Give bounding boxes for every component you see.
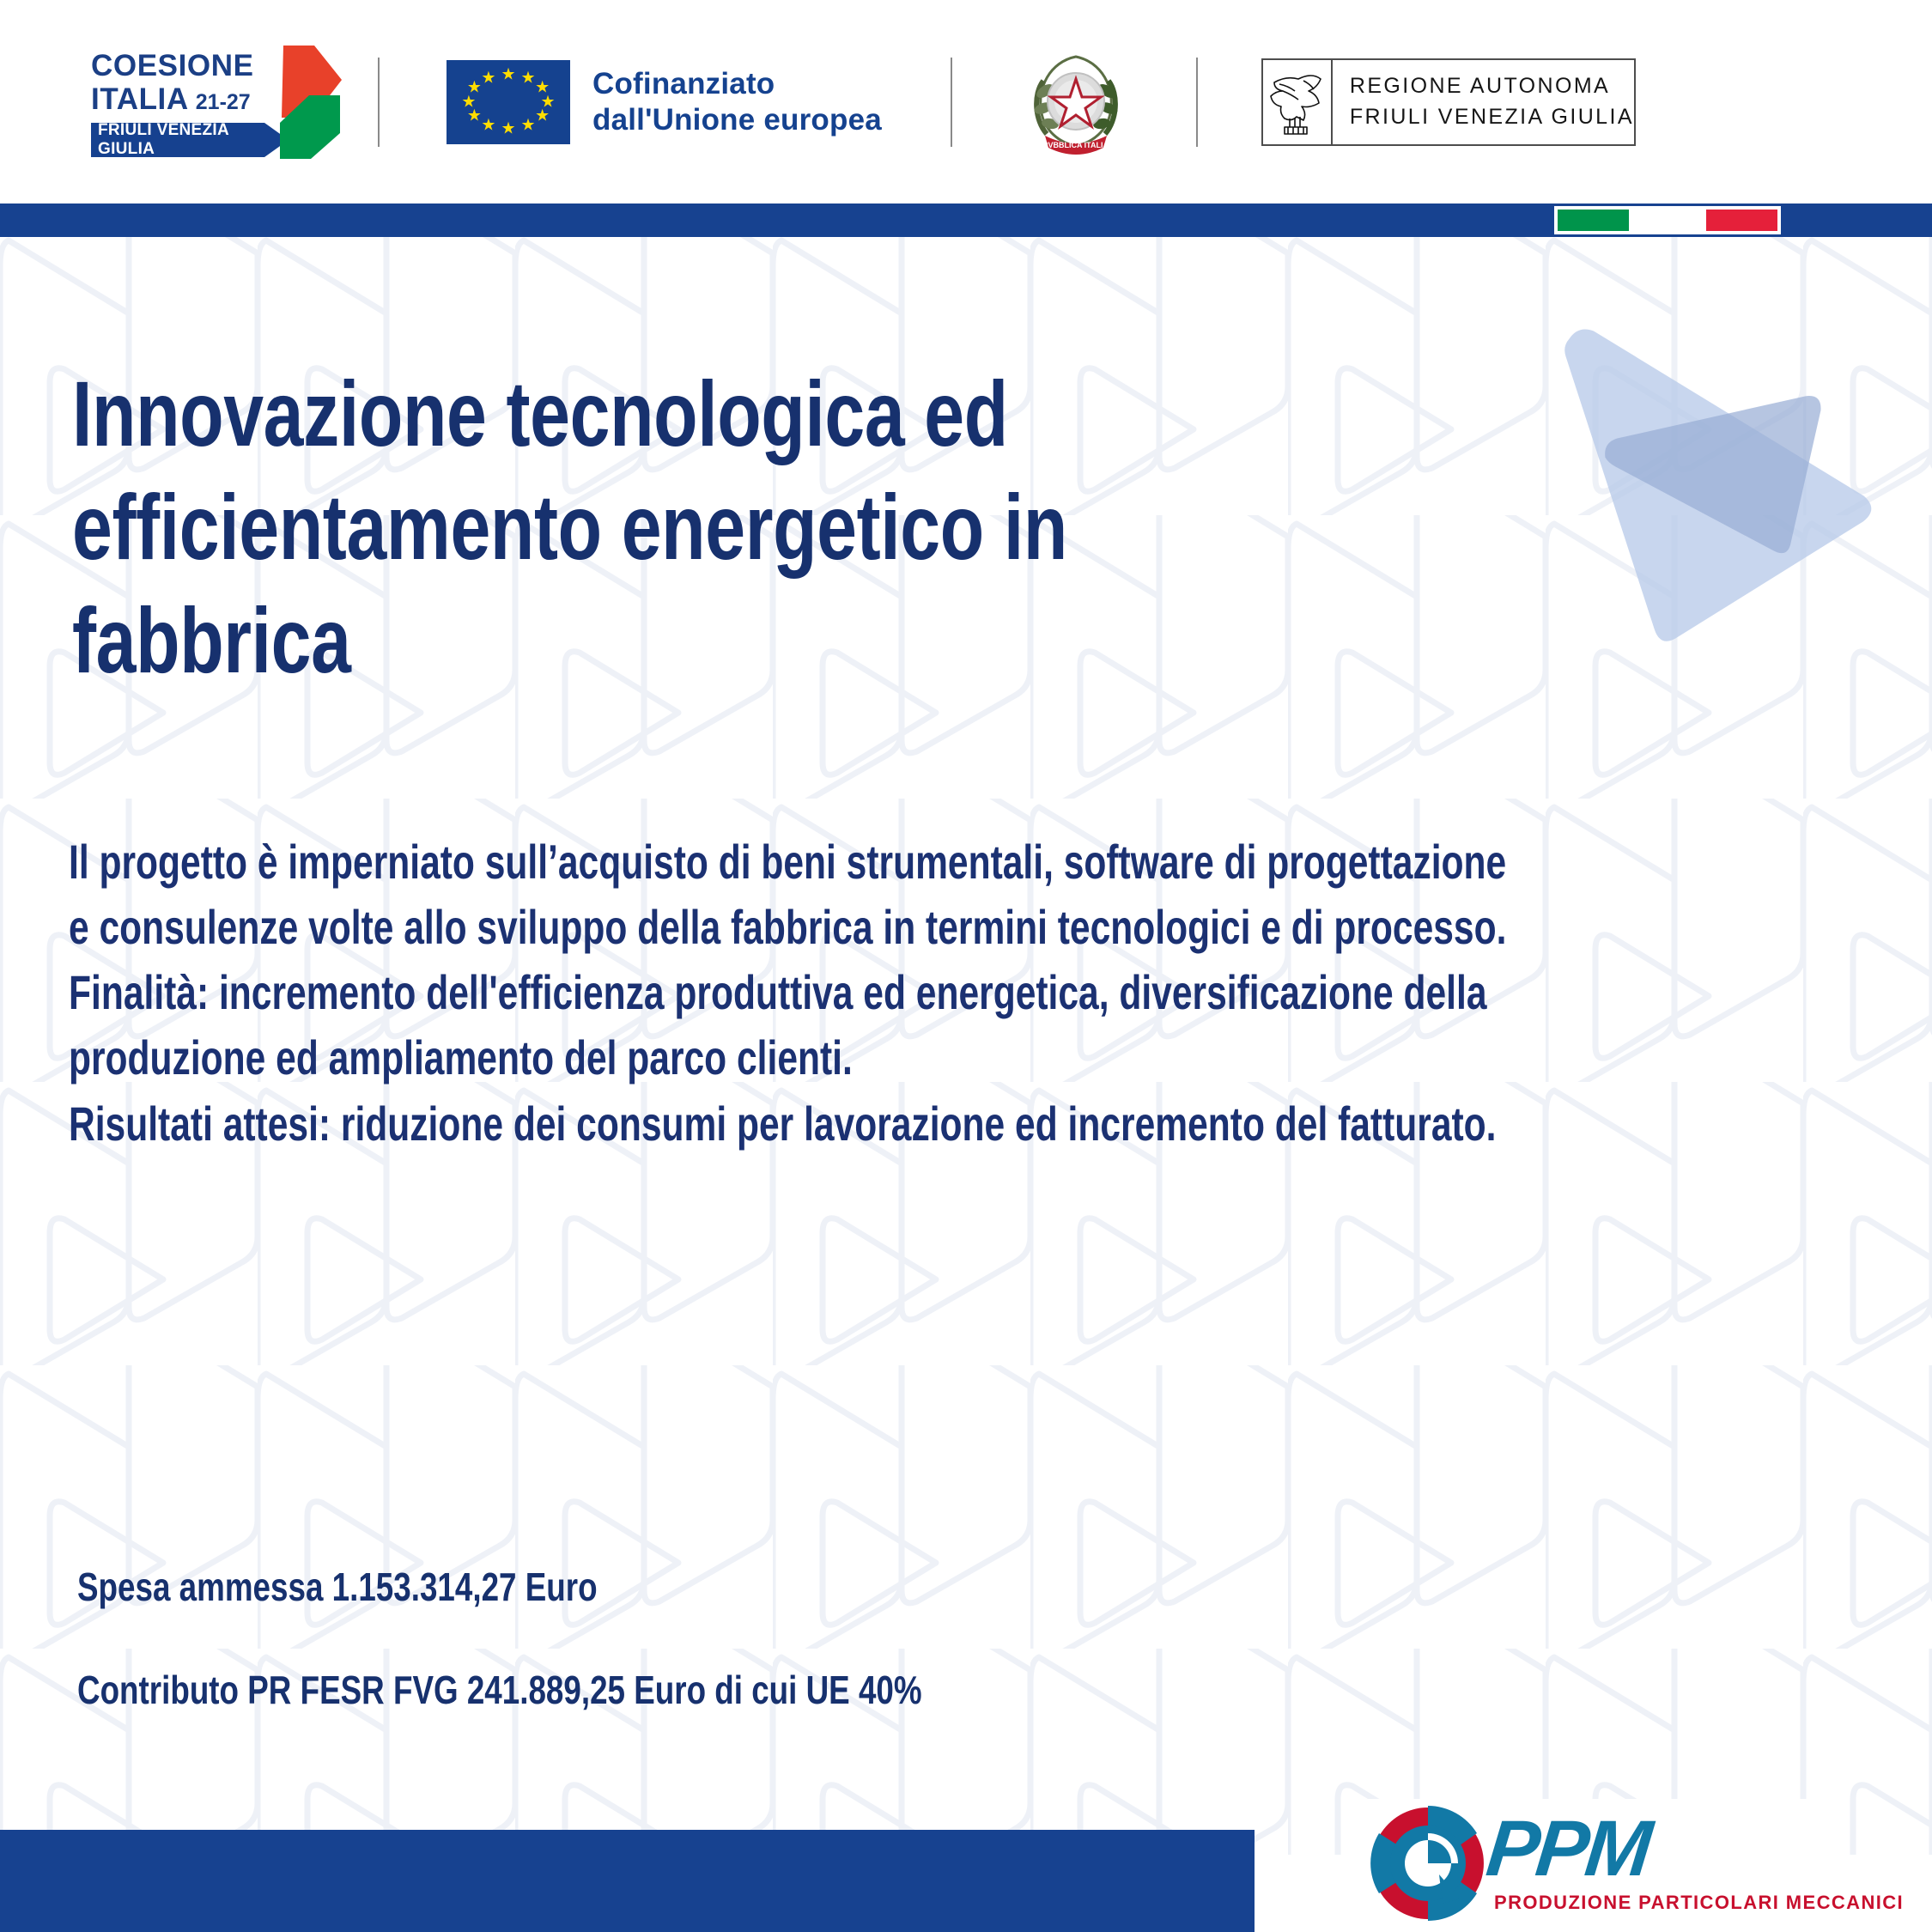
page-title: Innovazione tecnologica ed efficientamen… (72, 361, 1067, 692)
project-description-text: Il progetto è imperniato sull’acquisto d… (69, 835, 1507, 1151)
contributo-line: Contributo PR FESR FVG 241.889,25 Euro d… (77, 1668, 922, 1712)
regione-line1: REGIONE AUTONOMA (1349, 74, 1611, 98)
ppm-circular-q-icon (1370, 1806, 1484, 1921)
ppm-tagline: PRODUZIONE PARTICOLARI MECCANICI (1494, 1892, 1905, 1913)
project-description: Il progetto è imperniato sull’acquisto d… (69, 829, 1772, 1157)
regione-autonoma-fvg-logo: REGIONE AUTONOMA FRIULI VENEZIA GIULIA (1261, 58, 1636, 146)
header-logo-strip: COESIONE ITALIA 21-27 FRIULI VENEZIA GIU… (0, 0, 1932, 204)
spesa-ammessa-line: Spesa ammessa 1.153.314,27 Euro (77, 1564, 598, 1609)
fvg-eagle-icon (1263, 59, 1333, 144)
ppm-wordmark-block: PPM PRODUZIONE PARTICOLARI MECCANICI (1483, 1799, 1903, 1928)
svg-text:REPVBBLICA ITALIANA: REPVBBLICA ITALIANA (1032, 141, 1120, 149)
eu-cofunding-logo: ★ ★ ★ ★ ★ ★ ★ ★ ★ ★ ★ ★ Cofinanziato dal… (447, 59, 882, 144)
tricolor-red (1704, 208, 1780, 233)
ppm-company-logo: PPM PRODUZIONE PARTICOLARI MECCANICI (1364, 1799, 1903, 1928)
ppm-wordmark: PPM (1482, 1805, 1653, 1893)
coesione-chevron-icon (280, 45, 342, 159)
coesione-italia-logo: COESIONE ITALIA 21-27 FRIULI VENEZIA GIU… (0, 45, 342, 159)
eu-text-line1: Cofinanziato (592, 67, 775, 101)
regione-text-block: REGIONE AUTONOMA FRIULI VENEZIA GIULIA (1333, 60, 1634, 144)
main-content: Innovazione tecnologica ed efficientamen… (0, 237, 1932, 1829)
coesione-region-band: FRIULI VENEZIA GIULIA (91, 121, 289, 158)
italian-tricolor-icon (1554, 206, 1781, 234)
eu-flag-icon: ★ ★ ★ ★ ★ ★ ★ ★ ★ ★ ★ ★ (447, 59, 570, 144)
tricolor-green (1556, 208, 1631, 233)
italian-republic-emblem-icon: REPVBBLICA ITALIANA (1032, 54, 1120, 155)
top-accent-bar (0, 204, 1932, 237)
tricolor-white (1630, 208, 1705, 233)
coesione-line2: ITALIA 21-27 (91, 84, 251, 114)
bottom-accent-bar (0, 1830, 1255, 1932)
coesione-years: 21-27 (195, 89, 251, 114)
coesione-italia-word: ITALIA (91, 82, 189, 116)
eu-text-line2: dall'Unione europea (592, 102, 882, 137)
coesione-line1: COESIONE (91, 48, 254, 82)
header-divider-2 (950, 57, 952, 147)
header-divider-3 (1195, 57, 1198, 147)
header-divider-1 (378, 57, 380, 147)
regione-line2: FRIULI VENEZIA GIULIA (1349, 105, 1634, 129)
eu-cofunding-text: Cofinanziato dall'Unione europea (592, 66, 882, 137)
